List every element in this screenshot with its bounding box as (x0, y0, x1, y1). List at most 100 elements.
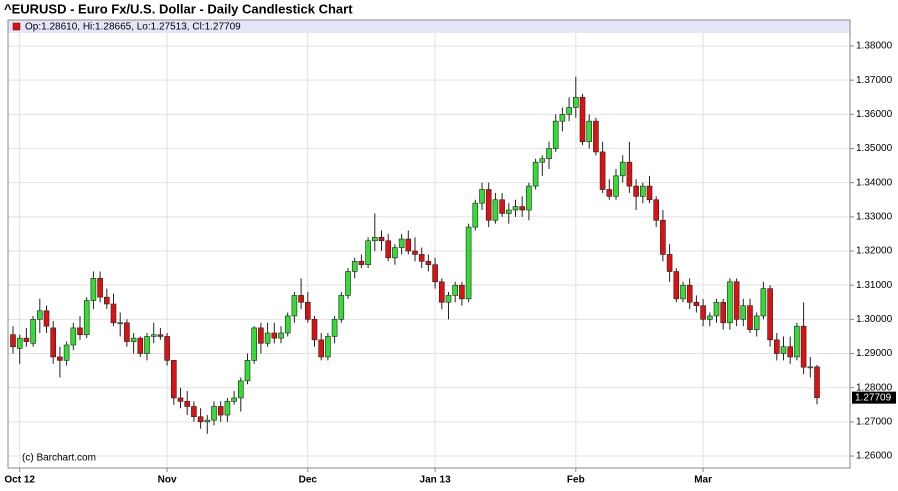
candle-body (566, 107, 572, 115)
candle-body (418, 254, 425, 262)
candle-body (432, 264, 438, 283)
candle-body (338, 295, 345, 320)
candle-body (204, 419, 211, 423)
candle-body (733, 281, 740, 320)
candle-body (613, 175, 619, 197)
candle-body (258, 327, 264, 344)
candle-body (760, 288, 767, 317)
candle-body (291, 295, 298, 317)
candle-body (425, 260, 432, 265)
legend-text: Op:1.28610, Hi:1.28665, Lo:1.27513, Cl:1… (25, 22, 241, 33)
candle-body (238, 380, 244, 399)
candle-body (519, 206, 526, 211)
candle-body (365, 240, 371, 265)
candle-body (271, 332, 278, 339)
candle-body (593, 120, 599, 153)
candle-body (606, 189, 613, 197)
candle-body (43, 310, 50, 327)
candle-body (57, 356, 63, 361)
candle-body (680, 284, 686, 300)
candle-body (284, 315, 291, 334)
candle-body (713, 301, 720, 317)
candle-body (747, 305, 753, 330)
y-tick-label: 1.26000 (856, 451, 893, 462)
candle-body (572, 96, 579, 108)
candle-body (36, 310, 43, 320)
plot-area (7, 19, 851, 469)
candle-body (150, 334, 157, 337)
candle-body (586, 120, 593, 142)
candle-body (331, 319, 338, 337)
x-tick-label: Jan 13 (420, 475, 452, 486)
y-tick-label: 1.35000 (856, 143, 893, 154)
candle-body (23, 337, 30, 342)
candle-body (30, 319, 36, 344)
candle-body (693, 301, 700, 306)
candle-body (459, 284, 465, 300)
candle-body (398, 238, 405, 248)
candle-body (720, 301, 727, 324)
candle-body (371, 237, 378, 242)
candle-body (130, 337, 137, 342)
candle-body (177, 397, 184, 402)
candle-body (10, 334, 16, 347)
candle-body (298, 295, 304, 303)
x-tick-label: Nov (158, 475, 177, 486)
candle-body (539, 158, 546, 163)
candle-body (492, 199, 499, 221)
candle-body (217, 406, 224, 416)
candle-body (619, 161, 626, 177)
candle-body (251, 327, 257, 361)
candle-body (646, 185, 653, 201)
candle-body (184, 401, 190, 407)
candle-body (412, 250, 418, 255)
last-price-label: 1.27709 (855, 392, 892, 403)
candle-body (686, 284, 693, 303)
candle-body (653, 199, 660, 221)
candle-body (378, 237, 385, 242)
candle-body (706, 315, 713, 320)
candle-body (438, 281, 445, 303)
candle-body (157, 334, 164, 337)
candle-body (499, 199, 505, 214)
candle-body (472, 202, 479, 228)
x-tick-label: Feb (567, 475, 585, 486)
candle-body (385, 240, 392, 259)
candle-body (452, 284, 459, 296)
candle-body (787, 346, 794, 358)
candle-body (740, 305, 747, 320)
x-tick-label: Oct 12 (4, 475, 35, 486)
candle-body (124, 322, 130, 342)
candle-body (673, 271, 680, 300)
candle-body (767, 288, 773, 341)
candle-body (70, 327, 77, 346)
last-price-box (852, 391, 896, 404)
candle-body (727, 281, 733, 324)
candle-body (97, 278, 103, 298)
candle-body (325, 336, 331, 358)
y-tick-label: 1.28000 (856, 382, 893, 393)
y-tick-label: 1.37000 (856, 75, 893, 86)
candle-body (405, 238, 412, 252)
candle-body (465, 226, 472, 300)
candle-body (244, 360, 251, 382)
candle-body (780, 346, 787, 354)
candle-body (117, 322, 123, 325)
candle-body (639, 185, 646, 197)
candle-body (110, 303, 117, 324)
watermark: (c) Barchart.com (22, 453, 96, 464)
candle-body (599, 151, 606, 190)
x-tick-label: Dec (299, 475, 318, 486)
candle-body (485, 189, 492, 221)
candle-body (191, 406, 197, 418)
candle-body (351, 260, 358, 272)
candle-body (77, 327, 83, 336)
candle-body (773, 339, 780, 354)
candle-body (552, 120, 559, 149)
candle-body (231, 397, 237, 402)
candle-body (144, 336, 150, 354)
candle-body (224, 401, 231, 416)
legend-band (8, 20, 850, 33)
y-tick-label: 1.38000 (856, 41, 893, 52)
